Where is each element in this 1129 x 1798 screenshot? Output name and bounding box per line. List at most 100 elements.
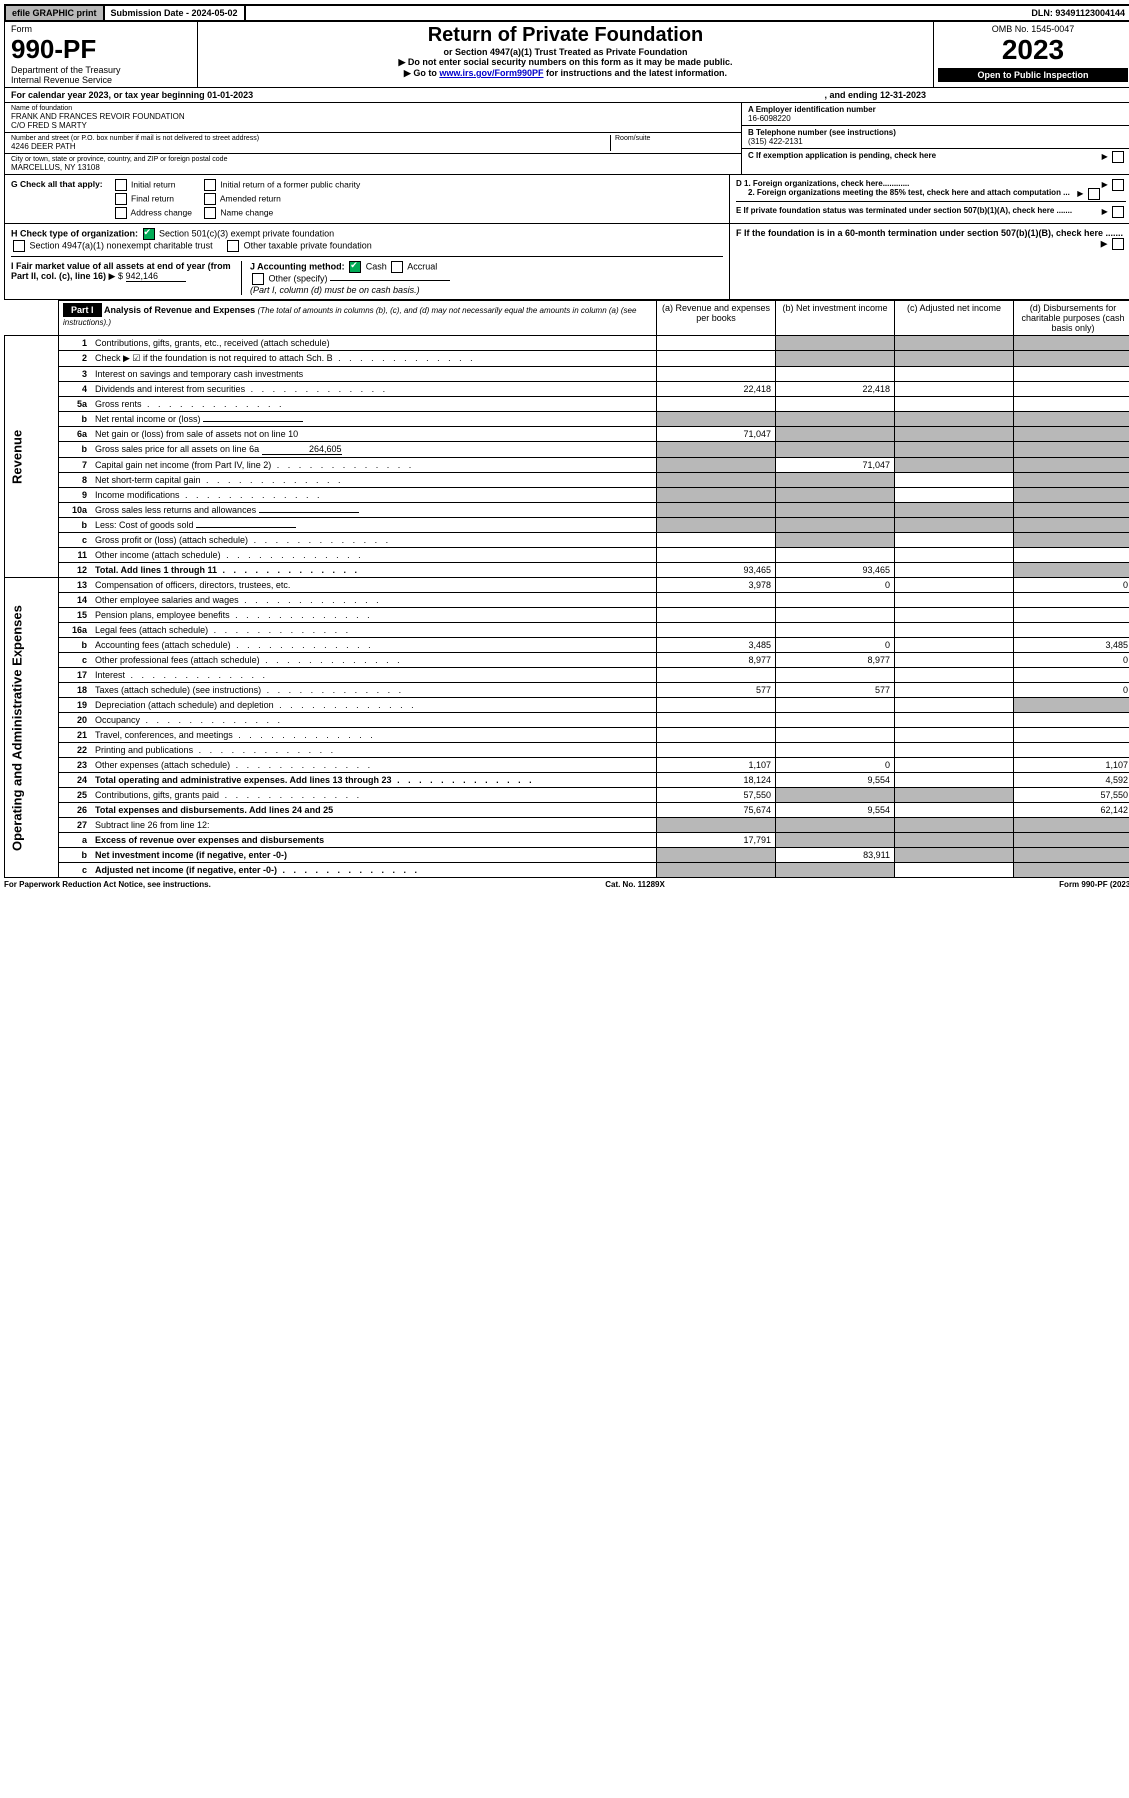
ein: 16-6098220	[748, 114, 1126, 123]
accrual-checkbox[interactable]	[391, 261, 403, 273]
cell-b	[776, 533, 895, 548]
line-number: 8	[59, 473, 92, 488]
line-number: 22	[59, 743, 92, 758]
cell-d	[1014, 367, 1129, 382]
line-description: Gross profit or (loss) (attach schedule)	[91, 533, 657, 548]
cell-d	[1014, 563, 1129, 578]
efile-label[interactable]: efile GRAPHIC print	[6, 6, 105, 20]
cell-c	[895, 863, 1014, 878]
line-description: Printing and publications	[91, 743, 657, 758]
cell-a	[657, 503, 776, 518]
cell-b: 93,465	[776, 563, 895, 578]
f-checkbox[interactable]	[1112, 238, 1124, 250]
cell-b	[776, 473, 895, 488]
addr: 4246 DEER PATH	[11, 142, 610, 151]
line-description: Capital gain net income (from Part IV, l…	[91, 458, 657, 473]
line-number: 1	[59, 336, 92, 351]
h2-checkbox[interactable]	[13, 240, 25, 252]
cell-a	[657, 713, 776, 728]
cell-b	[776, 548, 895, 563]
other-checkbox[interactable]	[252, 273, 264, 285]
cell-b: 0	[776, 638, 895, 653]
cell-c	[895, 488, 1014, 503]
cell-b: 8,977	[776, 653, 895, 668]
line-description: Depreciation (attach schedule) and deple…	[91, 698, 657, 713]
cell-c	[895, 833, 1014, 848]
h1-checkbox[interactable]	[143, 228, 155, 240]
cell-a: 17,791	[657, 833, 776, 848]
cell-c	[895, 518, 1014, 533]
analysis-table: Part I Analysis of Revenue and Expenses …	[4, 300, 1129, 878]
line-description: Net short-term capital gain	[91, 473, 657, 488]
footer-center: Cat. No. 11289X	[605, 880, 665, 889]
cell-c	[895, 533, 1014, 548]
col-c-header: (c) Adjusted net income	[895, 301, 1014, 336]
line-number: 18	[59, 683, 92, 698]
line-description: Other income (attach schedule)	[91, 548, 657, 563]
cell-d	[1014, 518, 1129, 533]
cal-right: , and ending 12-31-2023	[824, 90, 926, 100]
opt-addr: Address change	[131, 207, 192, 217]
line-number: 5a	[59, 397, 92, 412]
e-checkbox[interactable]	[1112, 206, 1124, 218]
line-description: Net gain or (loss) from sale of assets n…	[91, 427, 657, 442]
line-description: Contributions, gifts, grants, etc., rece…	[91, 336, 657, 351]
initial-return-chk[interactable]	[115, 179, 127, 191]
cell-c	[895, 382, 1014, 397]
line-number: 27	[59, 818, 92, 833]
cell-d: 1,107	[1014, 758, 1129, 773]
cell-b	[776, 397, 895, 412]
cell-b: 22,418	[776, 382, 895, 397]
line-number: 9	[59, 488, 92, 503]
c-checkbox[interactable]	[1112, 151, 1124, 163]
cell-b: 83,911	[776, 848, 895, 863]
cell-d	[1014, 397, 1129, 412]
form990pf-link[interactable]: www.irs.gov/Form990PF	[439, 68, 543, 78]
name-change-chk[interactable]	[204, 207, 216, 219]
cell-c	[895, 351, 1014, 367]
line-number: a	[59, 833, 92, 848]
other-specify-line	[330, 280, 450, 281]
amended-chk[interactable]	[204, 193, 216, 205]
ein-label: A Employer identification number	[748, 105, 1126, 114]
cash-checkbox[interactable]	[349, 261, 361, 273]
initial-former-chk[interactable]	[204, 179, 216, 191]
cell-b	[776, 788, 895, 803]
expenses-section-label: Operating and Administrative Expenses	[5, 578, 59, 878]
cell-a	[657, 593, 776, 608]
cell-c	[895, 818, 1014, 833]
line-number: 10a	[59, 503, 92, 518]
cell-a	[657, 698, 776, 713]
opt-amended: Amended return	[220, 193, 281, 203]
d1-checkbox[interactable]	[1112, 179, 1124, 191]
opt-initial: Initial return	[131, 179, 175, 189]
cell-b	[776, 488, 895, 503]
cell-c	[895, 458, 1014, 473]
d2-checkbox[interactable]	[1088, 188, 1100, 200]
final-return-chk[interactable]	[115, 193, 127, 205]
line-number: 11	[59, 548, 92, 563]
line-number: 21	[59, 728, 92, 743]
cell-b	[776, 668, 895, 683]
h3-checkbox[interactable]	[227, 240, 239, 252]
line-description: Compensation of officers, directors, tru…	[91, 578, 657, 593]
line-description: Total. Add lines 1 through 11	[91, 563, 657, 578]
cell-c	[895, 638, 1014, 653]
line-description: Net rental income or (loss)	[91, 412, 657, 427]
cell-a	[657, 367, 776, 382]
cell-b	[776, 713, 895, 728]
cell-c	[895, 623, 1014, 638]
line-description: Taxes (attach schedule) (see instruction…	[91, 683, 657, 698]
cell-a	[657, 351, 776, 367]
line-description: Other expenses (attach schedule)	[91, 758, 657, 773]
cell-c	[895, 578, 1014, 593]
cell-b	[776, 743, 895, 758]
cell-c	[895, 548, 1014, 563]
line-description: Check ▶ ☑ if the foundation is not requi…	[91, 351, 657, 367]
cell-d	[1014, 728, 1129, 743]
cell-b	[776, 412, 895, 427]
address-change-chk[interactable]	[115, 207, 127, 219]
cell-d: 62,142	[1014, 803, 1129, 818]
cell-b	[776, 593, 895, 608]
line-number: 25	[59, 788, 92, 803]
